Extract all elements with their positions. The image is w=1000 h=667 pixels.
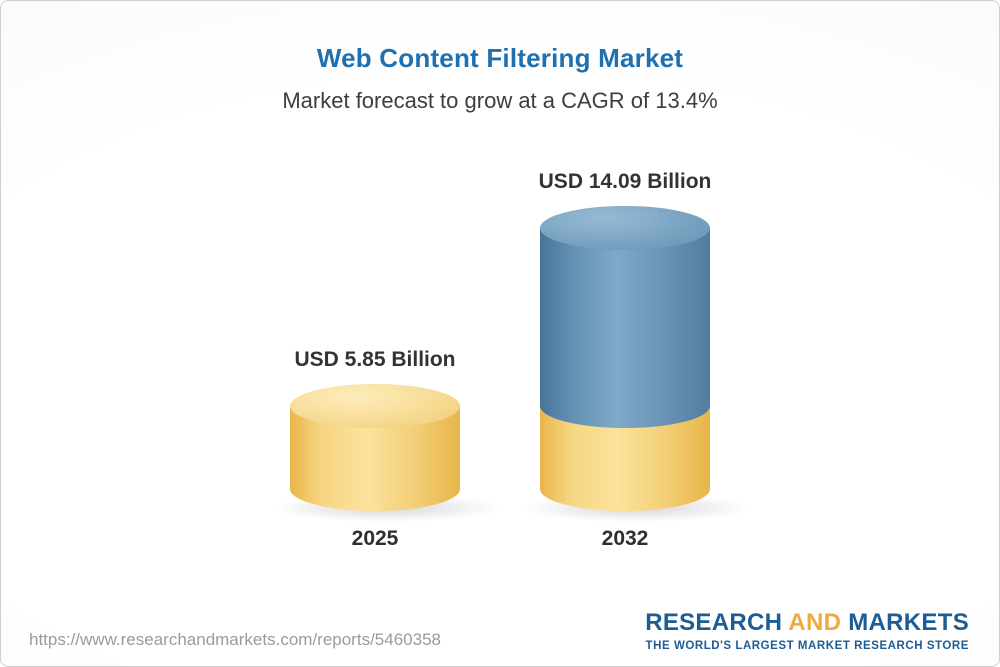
logo-word-and: AND — [788, 609, 842, 636]
chart-subtitle: Market forecast to grow at a CAGR of 13.… — [282, 88, 718, 113]
logo-word-markets: MARKETS — [848, 609, 969, 636]
logo-tagline: THE WORLD'S LARGEST MARKET RESEARCH STOR… — [645, 640, 969, 652]
bar-2032-top-segment — [540, 228, 710, 428]
bar-2032-cylinder — [540, 206, 710, 511]
bar-2025-cylinder — [290, 384, 460, 511]
bar-2032-value-label: USD 14.09 Billion — [538, 170, 712, 193]
report-url: https://www.researchandmarkets.com/repor… — [29, 630, 441, 649]
bar-group-2025: USD 5.85 Billion 2025 — [271, 348, 502, 550]
research-and-markets-logo: RESEARCH AND MARKETS THE WORLD'S LARGEST… — [645, 609, 969, 652]
logo-word-research: RESEARCH — [645, 609, 783, 636]
bar-group-2032: USD 14.09 Billion 2032 — [521, 170, 752, 550]
bar-chart: USD 5.85 Billion 2025 USD 14.09 Billion … — [1, 170, 999, 550]
bar-2025-year-label: 2025 — [351, 527, 399, 550]
bar-2025-value-label: USD 5.85 Billion — [294, 348, 456, 371]
bar-2032-year-label: 2032 — [601, 527, 649, 550]
bar-2025-cylinder-top — [290, 384, 460, 428]
bar-2032-cylinder-top — [540, 206, 710, 250]
logo-wordmark: RESEARCH AND MARKETS — [645, 609, 969, 637]
chart-title: Web Content Filtering Market — [316, 43, 684, 73]
